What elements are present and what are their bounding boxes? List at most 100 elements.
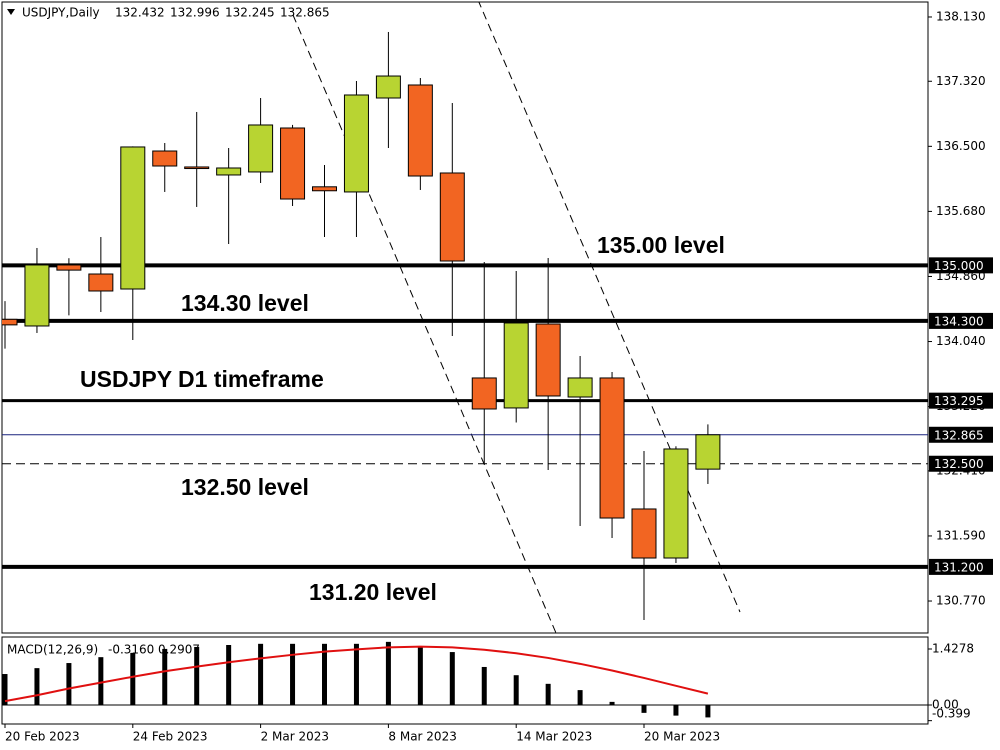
annotation: USDJPY D1 timeframe [80,366,324,392]
y-tick-label: 138.130 [936,9,986,23]
main-plot [2,2,928,633]
candle-body [535,323,561,397]
macd-bar [2,674,8,706]
candle-body [56,264,82,271]
macd-bar [98,657,104,706]
y-tick-label: 135.680 [936,204,986,218]
candle-body [248,124,274,173]
candle-body [312,186,337,192]
candle-body [184,166,210,170]
channel-line [292,14,557,633]
high: 132.996 [170,6,220,20]
channel-line [478,2,741,613]
macd-y-tick-label: 1.4278 [932,642,974,656]
candle-body [439,172,465,262]
menu-triangle [7,9,15,15]
macd-y-tick-label: -0.399 [932,707,971,721]
annotation: 131.20 level [309,579,437,605]
macd-label: MACD(12,26,9) [7,643,98,657]
macd-bar [449,652,455,706]
level-label: 131.200 [934,560,984,574]
macd-bar [130,652,136,706]
x-tick-label: 14 Mar 2023 [516,730,592,744]
macd-plot [2,641,928,718]
macd-bar [417,646,423,706]
level-label: 135.000 [934,259,984,273]
axes: 138.130137.320136.500135.680134.860134.0… [4,9,993,744]
y-tick-label: 136.500 [936,139,986,153]
level-label-box [929,257,993,274]
signal-value: 0.2907 [158,643,200,657]
candle-body [663,448,689,559]
macd-y-tick-label: 0.00 [932,698,959,712]
candle-body [631,508,657,559]
annotation: 132.50 level [181,474,309,500]
macd-bar [609,701,615,706]
level-label: 132.865 [934,428,984,442]
x-tick-label: 2 Mar 2023 [261,730,329,744]
macd-bar [258,643,264,706]
candle-body [375,75,401,99]
level-label: 132.500 [934,457,984,471]
symbol: USDJPY,Daily [22,6,100,20]
candle-body [695,434,721,470]
macd-bar [322,643,327,706]
level-label-box [929,392,993,409]
annotation: 135.00 level [597,232,725,258]
candle-body [216,167,242,176]
macd-header: MACD(12,26,9) -0.3160 0.2907 [7,643,200,657]
x-tick-label: 24 Feb 2023 [133,730,208,744]
x-tick-label: 20 Mar 2023 [644,730,720,744]
candle-body [280,127,306,200]
x-tick-label: 8 Mar 2023 [388,730,456,744]
signal-line [4,645,709,703]
macd-bar [226,645,232,706]
open: 132.432 [115,6,165,20]
candle-body [24,264,50,327]
candle-body [503,322,529,409]
header: USDJPY,Daily 132.432 132.996 132.245 132… [7,6,330,20]
candle-body [343,94,369,193]
candle-body [2,318,18,326]
macd-bar [385,641,391,706]
y-tick-label: 137.320 [936,74,986,88]
level-label-box [929,426,993,443]
macd-bar [194,646,200,706]
level-label: 134.300 [934,314,984,328]
candle-body [120,146,146,290]
level-label-box [929,312,993,329]
macd-bar [641,705,647,713]
candle-body [407,84,433,177]
low: 132.245 [225,6,275,20]
annotations: 135.00 level 134.30 level USDJPY D1 time… [80,232,725,605]
macd-panel [1,636,929,725]
macd-bar [290,643,296,706]
y-tick-label: 130.770 [936,594,986,608]
candle-body [471,377,497,410]
level-label-box [929,455,993,472]
annotation: 134.30 level [181,290,309,316]
candle-body [88,273,114,292]
x-tick-label: 20 Feb 2023 [5,730,80,744]
macd-bar [34,668,40,706]
macd-bar [66,663,72,706]
macd-bar [481,666,487,706]
level-label: 133.295 [934,394,984,408]
candle-body [567,377,593,398]
macd-bar [545,683,551,706]
macd-bar [577,690,583,706]
y-tick-label: 131.590 [936,528,986,542]
close: 132.865 [280,6,330,20]
macd-bar [162,648,168,706]
main-panel [1,1,929,634]
macd-value: -0.3160 [108,643,154,657]
macd-bar [673,705,679,716]
candle-body [599,377,625,519]
macd-bar [705,705,711,718]
level-label-box [929,558,993,575]
y-tick-label: 134.040 [936,334,986,348]
macd-bar [513,675,519,706]
macd-bar [353,643,359,706]
candle-body [152,150,178,167]
